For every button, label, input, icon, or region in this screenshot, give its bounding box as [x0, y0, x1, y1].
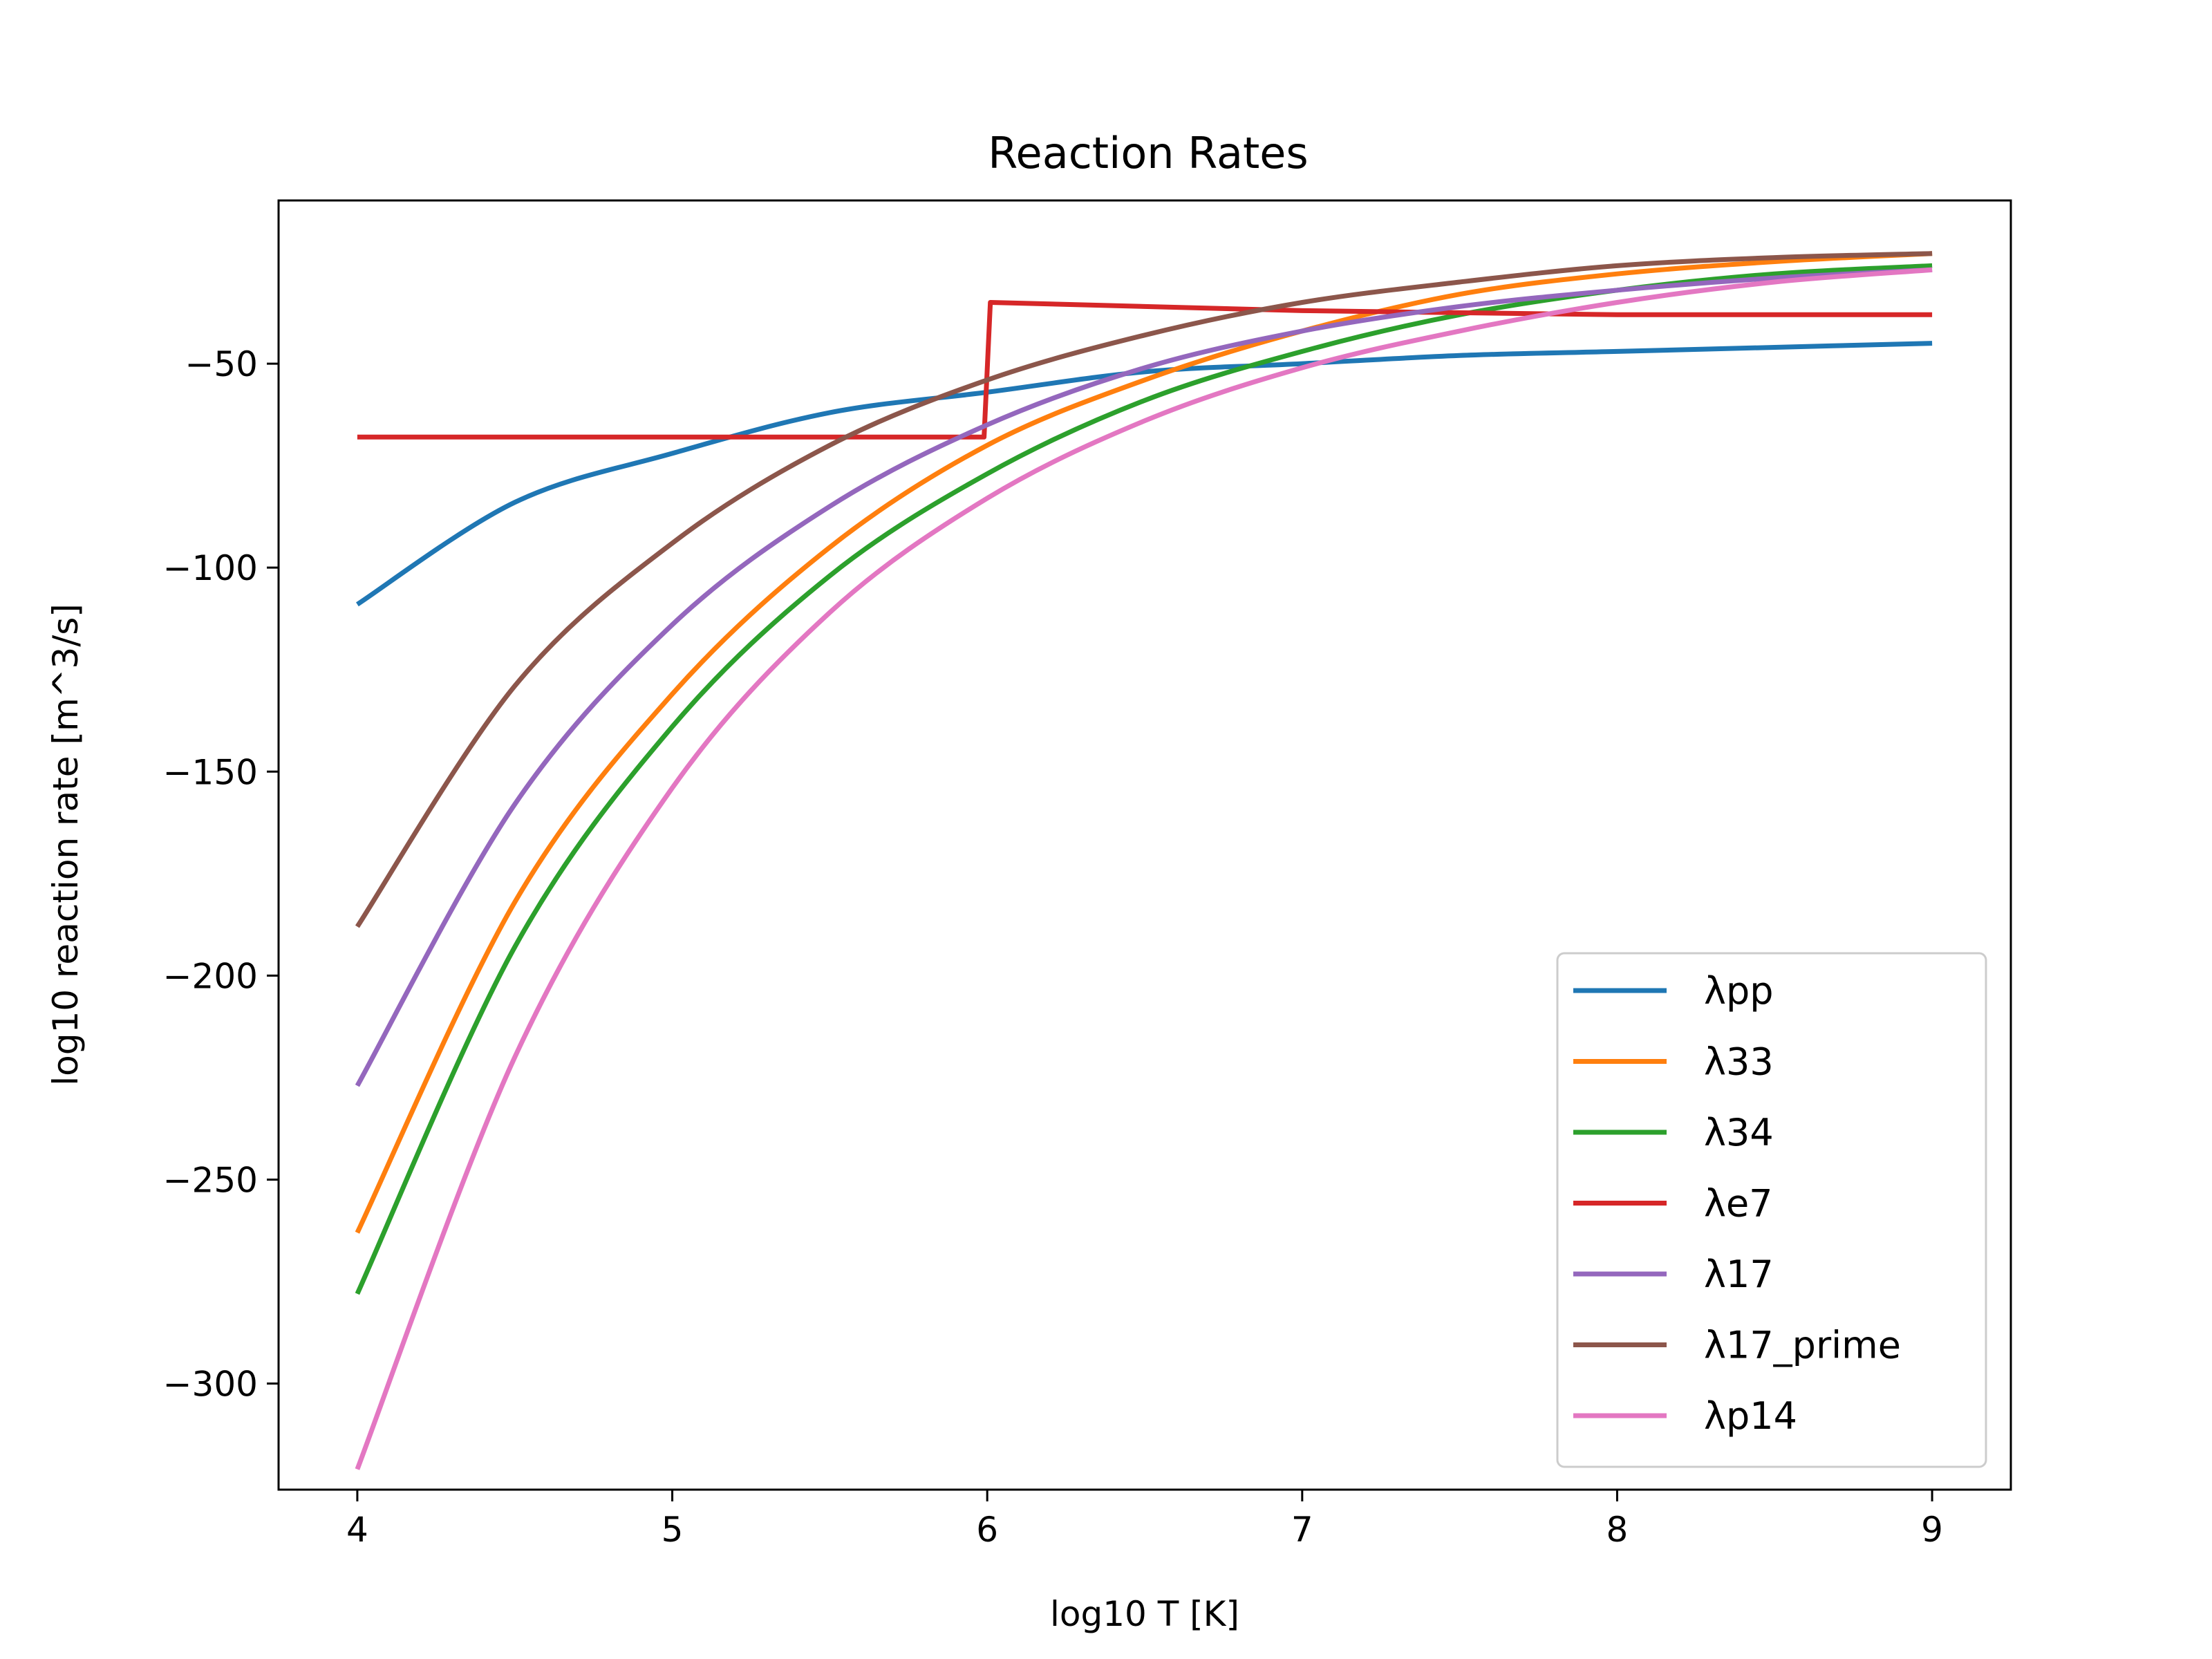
legend: λpp λ33 λ34 λe7 λ17 λ17_prime λp14	[1556, 952, 1987, 1468]
x-axis-label: log10 T [K]	[1050, 1594, 1239, 1634]
x-axis: 4 5 6 7 8 9	[346, 1490, 1943, 1550]
x-tick-label: 7	[1291, 1510, 1313, 1550]
chart-title: Reaction Rates	[988, 128, 1308, 178]
y-tick-label: −100	[163, 548, 258, 588]
plot-frame	[277, 199, 2012, 1491]
y-tick-label: −150	[163, 752, 258, 792]
series-line-6	[355, 251, 1933, 928]
x-tick-label: 8	[1606, 1510, 1629, 1550]
series-line-5	[355, 267, 1933, 1087]
legend-label: λ34	[1704, 1111, 1774, 1154]
series-line-2	[355, 251, 1933, 1234]
y-tick-label: −300	[163, 1365, 258, 1405]
y-axis-label: log10 reaction rate [m^3/s]	[46, 603, 86, 1086]
x-tick-label: 6	[976, 1510, 998, 1550]
y-tick-label: −250	[163, 1160, 258, 1200]
y-tick-label: −200	[163, 956, 258, 996]
legend-label: λp14	[1704, 1394, 1797, 1438]
plot-area	[355, 251, 1933, 1470]
series-line-1	[355, 341, 1933, 607]
legend-label: λ17_prime	[1704, 1324, 1901, 1367]
x-tick-label: 5	[662, 1510, 684, 1550]
series-line-4	[357, 300, 1933, 440]
legend-label: λpp	[1704, 969, 1774, 1013]
series-line-7	[355, 267, 1933, 1470]
y-tick-label: −50	[185, 344, 258, 384]
legend-label: λ33	[1704, 1040, 1774, 1084]
x-tick-label: 4	[346, 1510, 368, 1550]
legend-box	[1556, 952, 1987, 1468]
y-axis: −50 −100 −150 −200 −250 −300	[163, 344, 279, 1405]
legend-label: λ17	[1704, 1253, 1774, 1296]
x-tick-label: 9	[1921, 1510, 1943, 1550]
legend-label: λe7	[1704, 1182, 1773, 1226]
